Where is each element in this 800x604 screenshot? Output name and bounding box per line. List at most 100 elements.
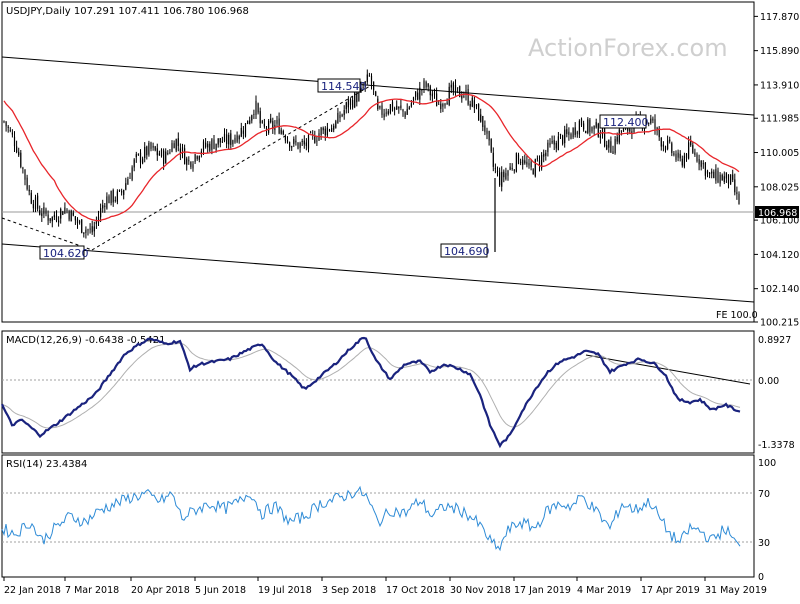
candle-body (343, 110, 345, 116)
candle-body (286, 140, 289, 143)
candle-body (358, 90, 360, 101)
candle-body (656, 127, 658, 130)
candle-body (526, 161, 528, 165)
candle-body (404, 112, 406, 117)
candle-body (400, 105, 402, 109)
candle-body (34, 197, 37, 210)
candle-body (81, 219, 83, 233)
candle-body (654, 119, 656, 129)
candle-body (599, 135, 601, 138)
candle-body (622, 127, 625, 132)
candle-body (660, 137, 662, 147)
candle-body (501, 171, 503, 187)
candle-body (139, 152, 142, 163)
candle-body (725, 172, 727, 179)
rsi-tick-70: 70 (758, 489, 770, 500)
candle-body (702, 163, 704, 165)
candle-body (585, 130, 587, 134)
candle-body (696, 154, 698, 162)
candle-body (175, 139, 177, 151)
candle-body (450, 84, 452, 88)
candle-body (144, 146, 146, 158)
price-tick-label: 115.890 (760, 46, 799, 57)
candle-body (51, 216, 53, 222)
candle-body (234, 137, 236, 143)
watermark: ActionForex.com (528, 34, 728, 62)
candle-body (629, 128, 631, 132)
candle-body (738, 193, 740, 205)
candle-body (436, 93, 438, 107)
candle-body (72, 212, 74, 216)
candle-body (570, 134, 572, 139)
candle-body (156, 148, 158, 156)
candle-body (515, 153, 517, 172)
candle-body (108, 196, 110, 204)
candle-body (673, 153, 675, 155)
candle-body (490, 139, 492, 152)
candle-body (484, 125, 486, 132)
candle-body (261, 121, 263, 123)
candle-body (3, 121, 5, 122)
candle-body (364, 81, 366, 88)
candle-body (337, 112, 339, 124)
candle-body (463, 95, 465, 97)
candle-body (706, 170, 709, 174)
candle-body (391, 101, 394, 111)
candle-body (509, 166, 511, 170)
candle-body (169, 152, 171, 154)
annotation-104620: 104.620 (39, 245, 89, 260)
candle-body (648, 123, 650, 124)
candle-body (253, 113, 255, 115)
candle-body (215, 143, 217, 150)
candle-body (507, 170, 509, 176)
candle-body (612, 151, 614, 154)
rsi-tick-100: 100 (758, 458, 776, 469)
candle-body (486, 130, 488, 134)
candle-body (186, 158, 188, 165)
candle-body (345, 102, 347, 110)
candle-body (13, 136, 16, 147)
candle-body (232, 140, 234, 145)
annotation-104690: 104.690 (440, 243, 490, 258)
candle-body (366, 74, 368, 83)
price-channel (1, 56, 755, 303)
candle-body (5, 121, 7, 127)
candle-body (690, 140, 692, 146)
candle-body (694, 152, 696, 155)
macd-header: MACD(12,26,9) -0.6438 -0.5421 (6, 335, 166, 346)
candle-body (688, 142, 690, 159)
candle-body (608, 139, 610, 148)
candle-body (677, 152, 679, 158)
candle-body (669, 139, 671, 142)
candle-body (322, 127, 324, 131)
candle-body (438, 104, 440, 105)
candle-body (121, 191, 123, 193)
candle-body (135, 154, 137, 158)
candle-body (18, 151, 20, 156)
date-tick-label: 5 Jun 2018 (195, 585, 246, 596)
candle-body (461, 95, 463, 99)
candle-body (574, 127, 576, 135)
date-tick-label: 19 Jul 2018 (258, 585, 312, 596)
date-tick-label: 31 May 2019 (705, 585, 767, 596)
candle-body (736, 192, 738, 195)
price-tick-label: 113.910 (760, 80, 799, 91)
candle-body (415, 91, 417, 97)
symbol-header: USDJPY,Daily 107.291 107.411 106.780 106… (6, 6, 249, 17)
candle-body (53, 214, 55, 218)
candle-body (93, 226, 95, 232)
candle-body (352, 100, 354, 108)
candle-body (496, 171, 499, 173)
candle-body (335, 121, 337, 128)
candle-body (402, 109, 404, 112)
candle-body (303, 140, 305, 145)
price-axis: 117.870 115.890 113.910 111.985 110.005 108.0… (754, 12, 799, 329)
candle-body (177, 138, 179, 146)
candle-body (730, 174, 732, 185)
fe-label: FE 100.0 (716, 310, 758, 321)
candle-body (692, 145, 694, 153)
candle-body (662, 144, 664, 147)
candle-body (383, 113, 385, 118)
candle-body (423, 80, 425, 89)
